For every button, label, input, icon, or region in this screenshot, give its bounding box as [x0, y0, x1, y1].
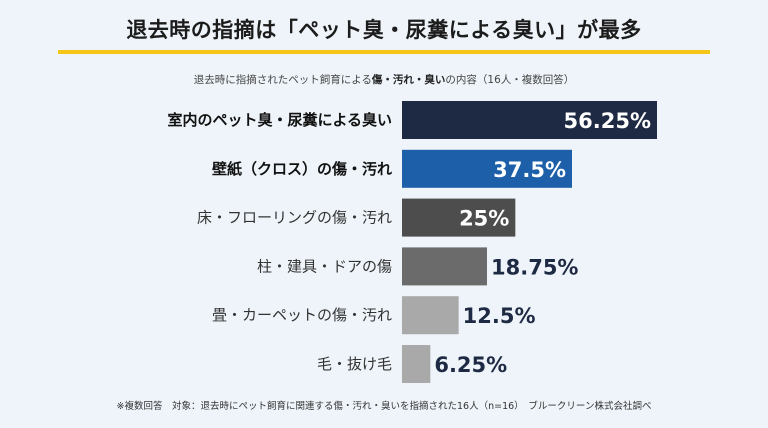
subtitle-prefix: 退去時に指摘されたペット飼育による [193, 74, 372, 86]
bar-1 [402, 149, 572, 188]
bar-4 [402, 296, 459, 335]
category-label-4: 畳・カーペットの傷・汚れ [212, 306, 392, 324]
bar-0 [402, 101, 657, 139]
bar-5 [402, 345, 431, 383]
value-label-5: 6.25% [434, 353, 507, 377]
bar-3 [402, 247, 487, 286]
title-underline [58, 50, 710, 54]
footnote: ※複数回答 対象：退去時にペット飼育に関連する傷・汚れ・臭いを指摘された16人（… [116, 401, 652, 412]
category-label-5: 毛・抜け毛 [317, 355, 392, 373]
category-label-2: 床・フローリングの傷・汚れ [197, 209, 392, 227]
chart-title: 退去時の指摘は「ペット臭・尿糞による臭い」が最多 [126, 18, 642, 42]
category-label-3: 柱・建具・ドアの傷 [257, 257, 392, 275]
value-label-3: 18.75% [491, 255, 578, 279]
category-label-0: 室内のペット臭・尿糞による臭い [167, 111, 392, 129]
category-label-1: 壁紙（クロス）の傷・汚れ [212, 160, 392, 178]
subtitle-emphasis: 傷・汚れ・臭い [371, 74, 446, 86]
subtitle-suffix: の内容（16人・複数回答） [445, 74, 575, 86]
bar-2 [402, 198, 516, 237]
value-label-0: 56.25% [564, 109, 651, 133]
value-label-4: 12.5% [463, 304, 536, 328]
value-label-2: 25% [459, 207, 509, 231]
chart-subtitle: 退去時に指摘されたペット飼育による傷・汚れ・臭いの内容（16人・複数回答） [0, 72, 768, 87]
value-label-1: 37.5% [493, 158, 566, 182]
